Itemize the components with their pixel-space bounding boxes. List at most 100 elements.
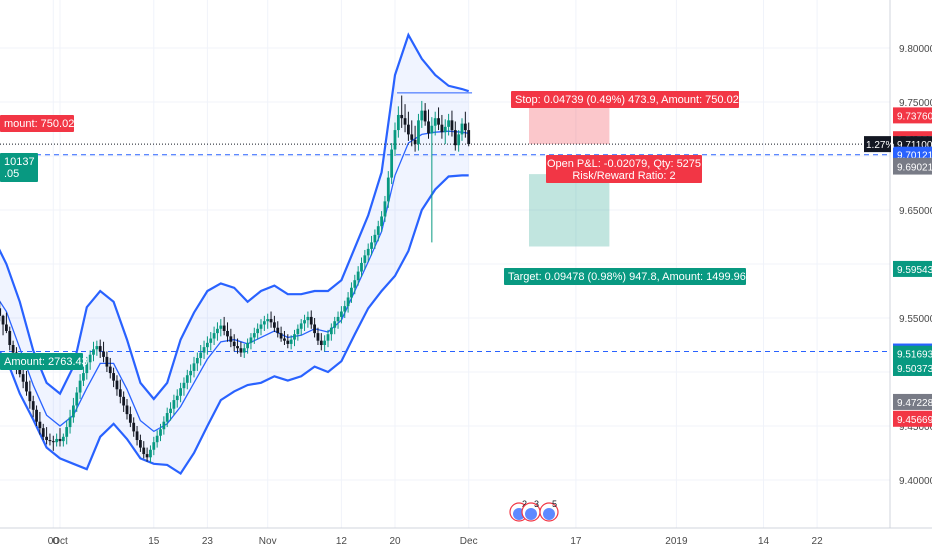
candle-body (38, 421, 42, 429)
event-badge-count: 3 (534, 499, 539, 509)
candle-body (350, 287, 353, 298)
price-tick-label: 9.75000 (899, 98, 932, 109)
candle-body (232, 341, 236, 347)
candle-body (31, 401, 35, 410)
candle-body (18, 366, 22, 375)
candle-body (266, 319, 270, 322)
price-marker-label: 9.70121 (897, 151, 932, 162)
candle-body (212, 333, 216, 339)
candle-body (413, 139, 417, 145)
qty-clipped: 10137.05 (0, 153, 38, 182)
candle-body (226, 330, 229, 337)
candle-body (457, 134, 461, 146)
candle-body (443, 126, 447, 133)
pnl-label-text: Open P&L: -0.02079, Qty: 5275 (547, 158, 701, 170)
candle-body (262, 321, 266, 325)
candle-body (35, 409, 38, 422)
candle-body (25, 381, 28, 392)
candle-body (88, 354, 92, 363)
price-tick-label: 9.55000 (899, 314, 932, 325)
price-marker: 9.73760 (893, 107, 932, 124)
stop-label-text: Stop: 0.04739 (0.49%) 473.9, Amount: 750… (515, 94, 739, 106)
event-badge: 3 (521, 499, 541, 522)
candle-body (296, 328, 300, 335)
stop-label: Stop: 0.04739 (0.49%) 473.9, Amount: 750… (511, 91, 739, 108)
candlestick-series (0, 95, 471, 463)
candle-body (8, 330, 12, 345)
time-tick-label: 2019 (665, 536, 688, 547)
price-tick-label: 9.40000 (899, 476, 932, 487)
price-tick-label: 9.65000 (899, 206, 932, 217)
candle-body (98, 346, 102, 352)
candle-body (329, 327, 333, 335)
candle-body (82, 373, 85, 381)
event-badge-icon (543, 508, 555, 520)
candle-body (299, 323, 303, 329)
candle-body (139, 440, 142, 448)
candle-body (259, 324, 263, 329)
candle-body (313, 324, 316, 334)
candle-body (142, 447, 146, 455)
candle-body (209, 338, 213, 343)
target-label-text: Target: 0.09478 (0.98%) 947.8, Amount: 1… (508, 271, 746, 283)
candle-body (373, 234, 377, 243)
candle-body (72, 405, 75, 418)
price-axis[interactable]: 9.400009.450009.500009.550009.600009.650… (864, 0, 932, 550)
candle-body (393, 130, 397, 150)
candle-body (118, 389, 122, 397)
event-badge-count: 5 (552, 499, 557, 509)
pnl-label: Open P&L: -0.02079, Qty: 5275Risk/Reward… (546, 155, 702, 183)
stop-label-box (511, 91, 739, 108)
time-tick-label: 22 (812, 536, 824, 547)
candle-body (447, 120, 450, 127)
candle-body (58, 438, 62, 442)
candle-body (356, 271, 360, 281)
candle-body (172, 400, 176, 409)
price-marker-box (893, 345, 932, 362)
candle-body (437, 118, 440, 125)
price-marker: 9.45669 (893, 410, 932, 427)
candle-body (195, 357, 199, 364)
candle-body (390, 149, 394, 178)
bollinger-bands (0, 32, 470, 476)
candle-body (108, 366, 112, 374)
candle-body (279, 333, 283, 339)
candle-body (152, 442, 156, 450)
candle-body (463, 123, 467, 131)
price-marker-box (893, 260, 932, 277)
candle-body (427, 121, 430, 134)
candle-body (252, 333, 256, 338)
candle-body (175, 395, 179, 401)
candle-body (293, 334, 296, 340)
candle-body (256, 328, 260, 334)
candle-body (105, 356, 109, 367)
candle-body (182, 382, 186, 389)
candle-body (132, 422, 136, 432)
candle-body (346, 297, 350, 307)
candle-body (440, 124, 444, 133)
event-badge-icon (525, 508, 537, 520)
percent-badge-box (864, 136, 891, 153)
time-tick-label: 15 (148, 536, 160, 547)
price-marker-label: 9.73760 (897, 111, 932, 122)
price-marker-label: 9.59543 (897, 265, 932, 276)
bollinger-lower (0, 174, 469, 476)
price-marker-label: 9.47228 (897, 398, 932, 409)
stop-amount-clipped-text: mount: 750.02 (4, 118, 74, 130)
candle-body (380, 216, 383, 227)
candle-body (0, 308, 2, 316)
chart-grid (0, 0, 890, 528)
candle-body (206, 342, 209, 348)
bollinger-fill (0, 35, 469, 474)
candle-body (128, 414, 132, 423)
event-badge-count: 2 (522, 499, 527, 509)
candle-body (273, 322, 276, 328)
pnl-label-text: Risk/Reward Ratio: 2 (572, 170, 675, 182)
candle-body (85, 362, 89, 374)
candle-body (115, 380, 119, 390)
time-tick-label: Nov (259, 536, 277, 547)
amount-clipped-box (0, 353, 83, 370)
